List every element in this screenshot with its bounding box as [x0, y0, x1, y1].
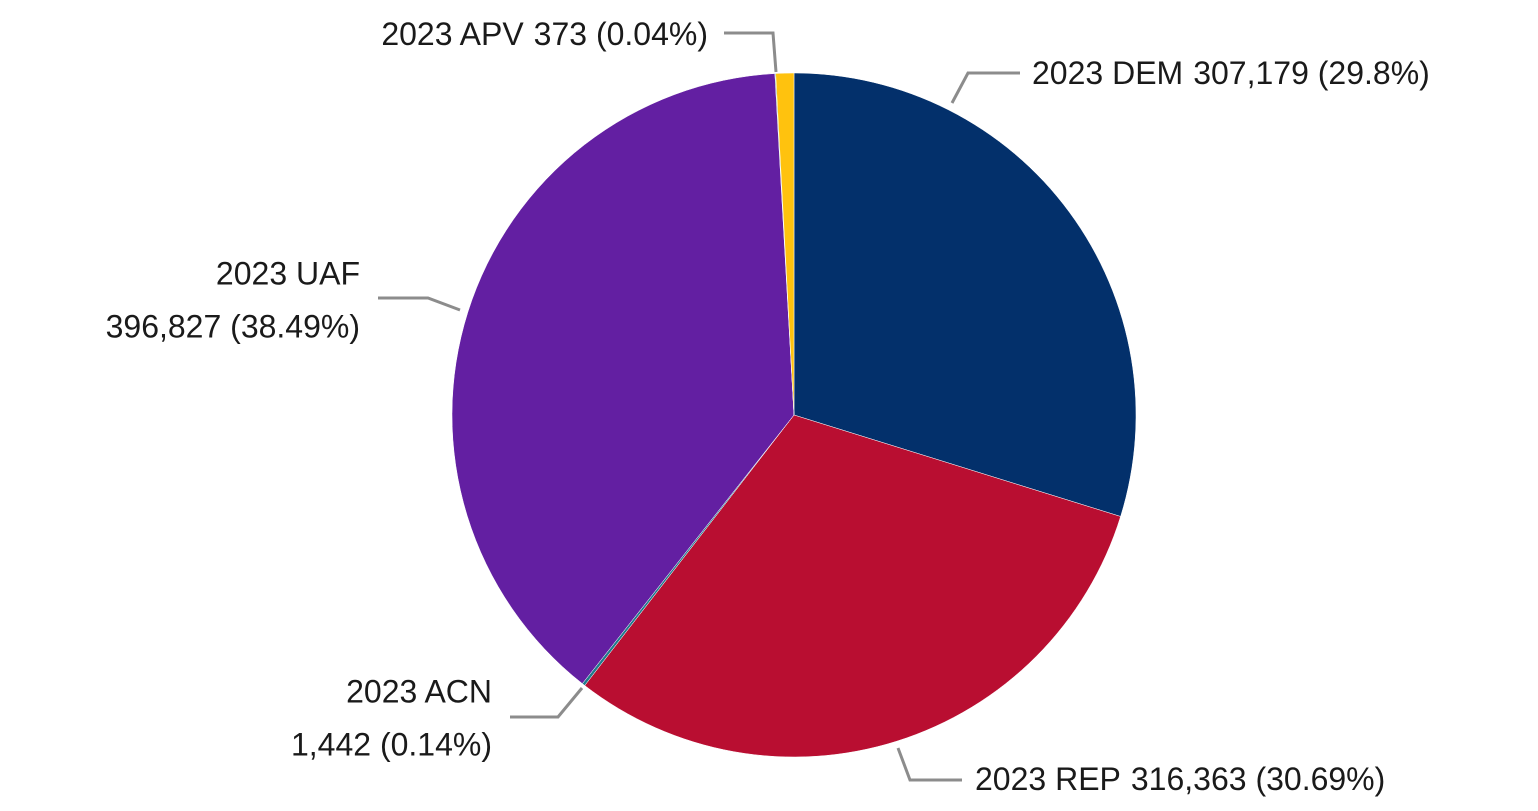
- pie-slice: [451, 73, 795, 684]
- value-label: 396,827 (38.49%): [106, 308, 360, 344]
- value-label: 316,363 (30.69%): [1131, 761, 1385, 797]
- data-label: 2023 DEM 307,179 (29.8%): [1032, 55, 1430, 91]
- leader-line: [896, 747, 962, 782]
- category-label: 2023 APV: [381, 16, 524, 52]
- value-label: 307,179 (29.8%): [1193, 55, 1430, 91]
- category-label: 2023 ACN: [346, 673, 492, 709]
- pie-slice: [775, 72, 795, 416]
- category-label: 2023 REP: [975, 761, 1121, 797]
- value-label: 373 (0.04%): [534, 16, 708, 52]
- value-label: 1,442 (0.14%): [291, 726, 492, 762]
- pie-slice: [584, 414, 1121, 758]
- category-label: 2023 DEM: [1032, 55, 1183, 91]
- leader-line: [510, 687, 584, 719]
- leader-line: [378, 296, 461, 312]
- data-label: 2023 APV 373 (0.04%): [381, 16, 708, 52]
- category-label: 2023 UAF: [216, 255, 360, 291]
- pie-slice: [793, 72, 1137, 517]
- data-label: 2023 REP 316,363 (30.69%): [975, 761, 1385, 797]
- leader-line: [724, 31, 778, 73]
- leader-line: [950, 71, 1020, 104]
